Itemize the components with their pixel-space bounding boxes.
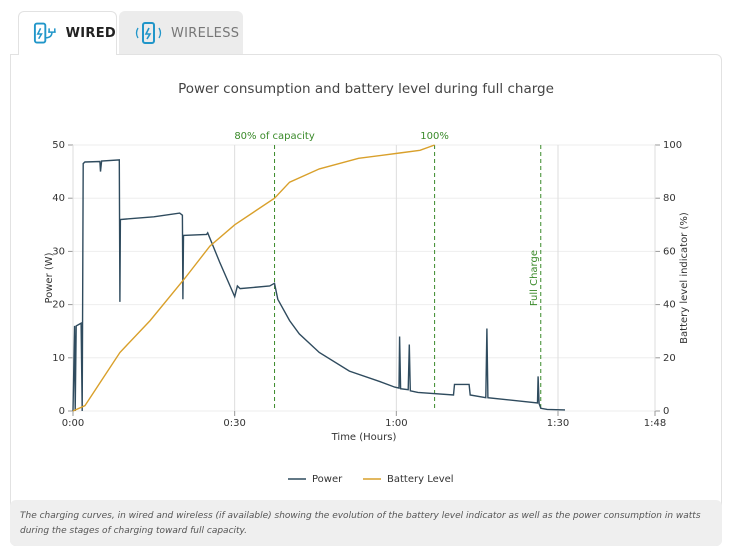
wireless-icon — [135, 22, 162, 44]
wired-icon — [33, 22, 56, 43]
tab-label: WIRELESS — [171, 25, 240, 41]
legend-label: Power — [312, 474, 343, 485]
chart-title: Power consumption and battery level duri… — [178, 81, 554, 97]
annotation-label: 100% — [420, 131, 449, 142]
y2-tick-label: 100 — [663, 140, 682, 151]
y-tick-label: 10 — [52, 353, 65, 364]
y-tick-label: 20 — [52, 300, 65, 311]
plot-area — [72, 144, 656, 412]
x-tick-label: 0:30 — [223, 418, 245, 429]
annotation-label: 80% of capacity — [234, 131, 315, 142]
y-tick-label: 0 — [59, 406, 65, 417]
legend-label: Battery Level — [387, 474, 454, 485]
x-tick-label: 0:00 — [62, 418, 84, 429]
y-tick-label: 50 — [52, 140, 65, 151]
annotation-label: Full Charge — [529, 250, 540, 306]
y2-axis-label: Battery level indicator (%) — [679, 212, 690, 344]
x-tick-label: 1:00 — [385, 418, 407, 429]
tab-label: WIRED — [65, 26, 116, 41]
y2-tick-label: 60 — [663, 246, 676, 257]
series-line — [72, 144, 435, 412]
x-axis-label: Time (Hours) — [331, 432, 397, 443]
caption: The charging curves, in wired and wirele… — [10, 500, 722, 546]
y2-tick-label: 20 — [663, 353, 676, 364]
x-tick-label: 1:48 — [644, 418, 666, 429]
x-tick-label: 1:30 — [547, 418, 569, 429]
y-tick-label: 30 — [52, 246, 65, 257]
y-tick-label: 40 — [52, 193, 65, 204]
chart: Power consumption and battery level duri… — [44, 81, 690, 485]
wired-tab[interactable]: WIRED — [18, 11, 117, 55]
y2-tick-label: 40 — [663, 300, 676, 311]
y-axis-label: Power (W) — [44, 252, 55, 303]
wireless-tab[interactable]: WIRELESS — [119, 11, 243, 55]
y2-tick-label: 0 — [663, 406, 669, 417]
y2-tick-label: 80 — [663, 193, 676, 204]
series-line — [72, 159, 566, 412]
